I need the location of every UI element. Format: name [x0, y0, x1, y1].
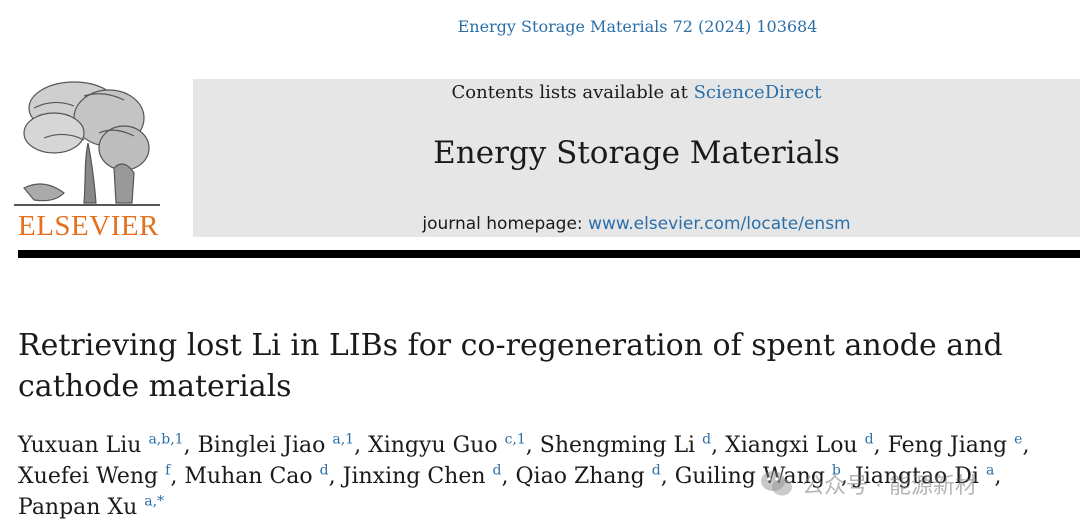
watermark-text: 公众号 · 能源新材 [802, 474, 977, 499]
elsevier-tree-icon [14, 78, 160, 243]
author-name[interactable]: Qiao Zhang d [515, 462, 661, 489]
contents-prefix: Contents lists available at [451, 82, 694, 103]
author-name[interactable]: Shengming Li d [539, 431, 712, 458]
sciencedirect-link[interactable]: ScienceDirect [693, 82, 822, 103]
affiliation-marker[interactable]: f [165, 462, 171, 479]
author-name[interactable]: Feng Jiang e [887, 431, 1023, 458]
journal-homepage: journal homepage: www.elsevier.com/locat… [193, 214, 1080, 234]
publisher-name: ELSEVIER [18, 210, 159, 242]
affiliation-marker[interactable]: a [985, 462, 995, 479]
affiliation-marker[interactable]: d [492, 462, 502, 479]
article-title: Retrieving lost Li in LIBs for co-regene… [18, 325, 1058, 407]
affiliation-marker[interactable]: c,1 [504, 431, 526, 448]
wechat-watermark: 公众号 · 能源新材 [760, 468, 977, 500]
author-name[interactable]: Binglei Jiao a,1 [197, 431, 355, 458]
affiliation-marker[interactable]: a,1 [332, 431, 355, 448]
author-name[interactable]: Jiangtao Di a [854, 462, 995, 489]
journal-banner: Contents lists available at ScienceDirec… [193, 79, 1080, 237]
journal-title: Energy Storage Materials [433, 135, 840, 171]
affiliation-marker[interactable]: b [831, 462, 841, 479]
affiliation-marker[interactable]: a,b,1 [148, 431, 184, 448]
author-name[interactable]: Yuxuan Liu a,b,1 [18, 431, 184, 458]
wechat-icon [760, 469, 794, 499]
affiliation-marker[interactable]: d [864, 431, 874, 448]
homepage-prefix: journal homepage: [422, 214, 589, 234]
homepage-link[interactable]: www.elsevier.com/locate/ensm [588, 214, 851, 234]
article-title-line: cathode materials [18, 369, 292, 404]
affiliation-marker[interactable]: d [702, 431, 712, 448]
author-name[interactable]: Xuefei Weng f [18, 462, 171, 489]
affiliation-marker[interactable]: d [319, 462, 329, 479]
author-name[interactable]: Guiling Wang b [674, 462, 841, 489]
affiliation-marker[interactable]: d [651, 462, 661, 479]
affiliation-marker[interactable]: e [1014, 431, 1023, 448]
author-name[interactable]: Jinxing Chen d [342, 462, 502, 489]
contents-line: Contents lists available at ScienceDirec… [193, 82, 1080, 103]
article-title-line: Retrieving lost Li in LIBs for co-regene… [18, 328, 1003, 363]
author-name[interactable]: Xiangxi Lou d [725, 431, 874, 458]
journal-citation[interactable]: Energy Storage Materials 72 (2024) 10368… [457, 17, 818, 36]
affiliation-marker[interactable]: a,* [144, 493, 165, 510]
author-name[interactable]: Xingyu Guo c,1 [368, 431, 526, 458]
header-divider [18, 250, 1080, 258]
author-name[interactable]: Panpan Xu a,* [18, 493, 165, 520]
author-list: Yuxuan Liu a,b,1, Binglei Jiao a,1, Xing… [18, 431, 1030, 520]
author-name[interactable]: Muhan Cao d [184, 462, 329, 489]
